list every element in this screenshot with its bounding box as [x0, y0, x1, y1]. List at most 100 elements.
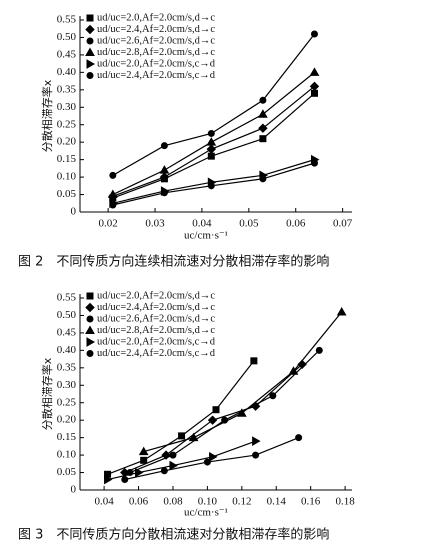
y-tick-label: 0.10: [57, 449, 77, 461]
legend-marker: [85, 47, 95, 56]
marker: [309, 81, 320, 92]
legend-label: ud/uc=2.8,Af=2.0cm/s,d→c: [97, 325, 215, 336]
y-tick-label: 0.05: [57, 188, 77, 200]
marker: [206, 137, 217, 146]
x-tick-label: 0.08: [163, 496, 183, 508]
legend-marker: [86, 292, 94, 300]
marker: [138, 446, 149, 456]
legend-label: ud/uc=2.6,Af=2.0cm/s,d→c: [97, 313, 215, 324]
marker: [250, 357, 258, 365]
x-axis-label: uc/cm·s⁻¹: [184, 507, 228, 519]
legend-label: ud/uc=2.4,Af=2.0cm/s,c→d: [97, 348, 216, 359]
legend-marker: [85, 325, 95, 334]
marker: [236, 408, 247, 417]
x-axis-label: uc/cm·s⁻¹: [184, 230, 228, 242]
x-tick-label: 0.02: [99, 218, 118, 230]
marker: [212, 406, 220, 414]
legend-marker: [86, 350, 94, 357]
marker: [109, 171, 117, 179]
legend-marker: [86, 315, 94, 323]
marker: [258, 109, 268, 118]
marker: [207, 415, 218, 425]
x-tick-label: 0.10: [198, 496, 218, 508]
marker: [207, 182, 215, 190]
marker: [178, 432, 186, 440]
x-tick-label: 0.05: [239, 218, 259, 230]
marker: [310, 89, 318, 97]
marker: [121, 476, 129, 484]
x-tick-label: 0.04: [192, 218, 212, 230]
legend-label: ud/uc=2.0,Af=2.0cm/s,d→c: [97, 12, 215, 23]
x-tick-label: 0.06: [129, 496, 149, 508]
y-tick-label: 0.50: [57, 309, 77, 321]
marker: [207, 152, 215, 160]
marker: [159, 172, 170, 182]
x-tick-label: 0.16: [301, 496, 321, 508]
y-tick-label: 0.45: [57, 48, 77, 60]
y-tick-label: 0.05: [57, 466, 77, 478]
y-tick-label: 0.35: [57, 361, 77, 373]
y-tick-label: 0: [71, 484, 77, 496]
y-tick-label: 0.45: [57, 326, 77, 338]
legend-marker: [86, 14, 94, 22]
legend-label: ud/uc=2.4,Af=2.0cm/s,c→d: [97, 70, 216, 81]
x-tick-label: 0.12: [232, 496, 251, 508]
marker: [188, 432, 199, 442]
marker: [160, 142, 168, 150]
marker: [203, 458, 211, 466]
y-tick-label: 0.20: [57, 136, 77, 148]
x-tick-label: 0.06: [286, 218, 306, 230]
y-tick-label: 0.25: [57, 396, 77, 408]
marker: [209, 451, 218, 462]
legend-label: ud/uc=2.6,Af=2.0cm/s,d→c: [97, 35, 215, 46]
marker: [310, 159, 318, 167]
marker: [269, 392, 277, 400]
marker: [104, 474, 113, 485]
legend-marker: [86, 37, 94, 45]
y-tick-label: 0.30: [57, 101, 77, 113]
marker: [140, 456, 148, 464]
marker: [160, 467, 168, 475]
marker: [169, 460, 178, 471]
x-tick-label: 0.07: [333, 218, 353, 230]
y-tick-label: 0.15: [57, 153, 77, 165]
legend-label: ud/uc=2.4,Af=2.0cm/s,d→c: [97, 24, 215, 35]
y-tick-label: 0.40: [57, 344, 77, 356]
y-tick-label: 0.30: [57, 379, 77, 391]
y-tick-label: 0.10: [57, 171, 77, 183]
legend-marker: [86, 337, 96, 347]
y-tick-label: 0.40: [57, 66, 77, 78]
caption: 图 3 不同传质方向分散相流速对分散相滞存率的影响: [18, 527, 329, 543]
marker: [135, 467, 144, 478]
marker: [107, 189, 118, 199]
x-tick-label: 0.14: [267, 496, 287, 508]
marker: [259, 135, 267, 143]
y-tick-label: 0.20: [57, 414, 77, 426]
marker: [252, 436, 261, 446]
legend-label: ud/uc=2.0,Af=2.0cm/s,c→d: [97, 58, 216, 69]
legend-marker: [85, 302, 95, 313]
marker: [207, 129, 215, 137]
marker: [259, 96, 267, 104]
marker: [310, 30, 318, 38]
y-tick-label: 0.25: [57, 118, 77, 130]
legend-marker: [86, 59, 96, 69]
y-axis-label: 分散相滞存率x: [40, 357, 54, 430]
marker: [288, 366, 299, 375]
marker: [169, 451, 177, 459]
caption: 图 2 不同传质方向连续相流速对分散相滞存率的影响: [18, 254, 329, 270]
legend-label: ud/uc=2.0,Af=2.0cm/s,d→c: [97, 290, 215, 301]
legend-label: ud/uc=2.0,Af=2.0cm/s,c→d: [97, 336, 216, 347]
y-tick-label: 0.15: [57, 431, 77, 443]
y-tick-label: 0.55: [57, 14, 77, 26]
series-line: [129, 349, 320, 474]
marker: [315, 346, 323, 354]
marker: [258, 123, 268, 133]
y-tick-label: 0.50: [57, 31, 77, 43]
marker: [252, 451, 260, 459]
marker: [309, 67, 320, 76]
legend-marker: [86, 72, 94, 79]
marker: [336, 306, 347, 316]
